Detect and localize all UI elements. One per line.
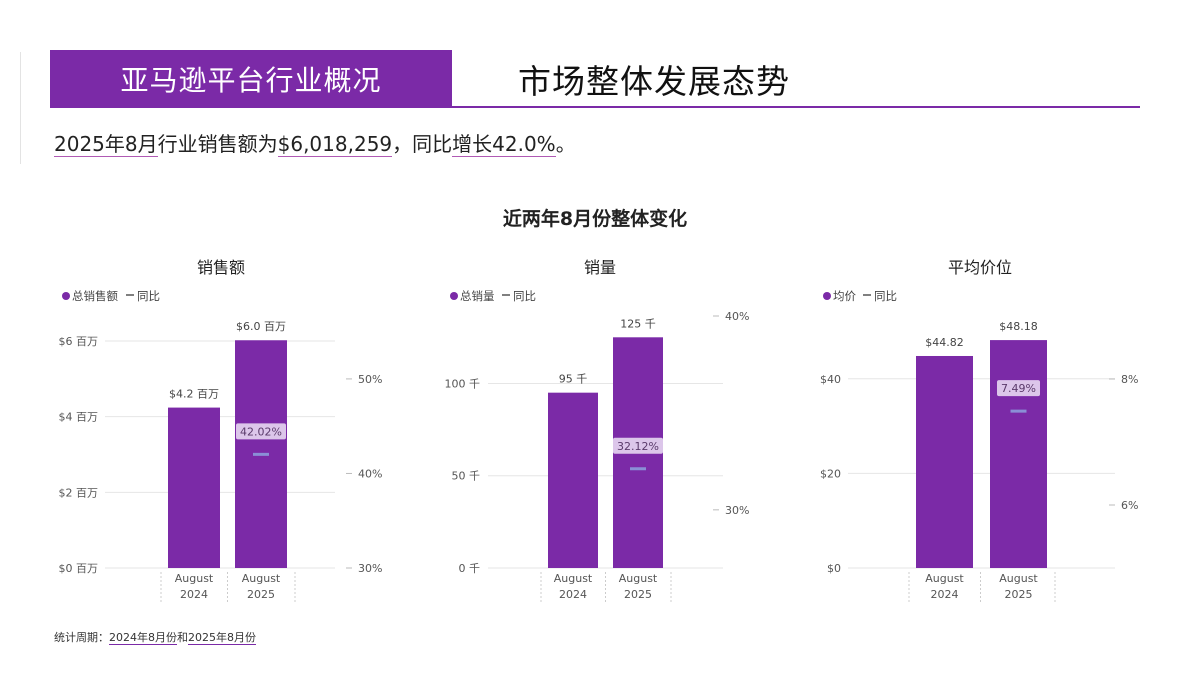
footnote-range-2025: 2025年8月份 bbox=[188, 631, 256, 645]
legend-label: 同比 bbox=[874, 289, 897, 303]
x-tick-label: August bbox=[999, 572, 1038, 585]
bar-value-label: $6.0 百万 bbox=[236, 320, 286, 333]
bar bbox=[990, 340, 1047, 568]
x-tick-label: August bbox=[925, 572, 964, 585]
yoy-label: 7.49% bbox=[1001, 382, 1036, 395]
y2-tick-label: 40% bbox=[725, 310, 749, 323]
y-tick-label: $0 bbox=[827, 562, 841, 575]
y-tick-label: 100 千 bbox=[445, 377, 481, 390]
yoy-label: 32.12% bbox=[617, 440, 659, 453]
y-tick-label: $40 bbox=[820, 373, 841, 386]
section-banner: 亚马逊平台行业概况 bbox=[50, 50, 452, 107]
bar bbox=[548, 392, 598, 568]
y2-tick-label: 8% bbox=[1121, 373, 1138, 386]
left-accent-rule bbox=[20, 52, 21, 164]
y-tick-label: $6 百万 bbox=[59, 335, 99, 348]
x-tick-label: 2025 bbox=[624, 588, 652, 601]
yoy-label-background bbox=[613, 437, 663, 454]
chart-title: 平均价位 bbox=[948, 258, 1012, 277]
charts-section-title: 近两年8月份整体变化 bbox=[502, 208, 688, 230]
bar-value-label: $48.18 bbox=[999, 320, 1038, 333]
footnote-connector: 和 bbox=[177, 631, 188, 644]
x-tick-label: August bbox=[175, 572, 214, 585]
x-tick-label: 2024 bbox=[559, 588, 587, 601]
y-tick-label: $2 百万 bbox=[59, 486, 99, 499]
y2-tick-label: 30% bbox=[725, 504, 749, 517]
y-tick-label: 50 千 bbox=[452, 470, 481, 483]
bar-value-label: 95 千 bbox=[559, 373, 588, 386]
summary-growth-word: 增长 bbox=[452, 132, 493, 157]
x-tick-label: 2025 bbox=[1005, 588, 1033, 601]
x-tick-label: 2025 bbox=[247, 588, 275, 601]
y-tick-label: $4 百万 bbox=[59, 411, 99, 424]
y2-tick-label: 30% bbox=[358, 562, 382, 575]
banner-title: 亚马逊平台行业概况 bbox=[120, 63, 382, 97]
y-tick-label: 0 千 bbox=[459, 562, 481, 575]
bar bbox=[168, 407, 220, 568]
summary-text-part: 。 bbox=[555, 132, 576, 156]
x-tick-label: August bbox=[619, 572, 658, 585]
legend-label: 均价 bbox=[833, 289, 856, 303]
y-tick-label: $20 bbox=[820, 467, 841, 480]
summary-period: 2025年8月 bbox=[54, 132, 158, 157]
bar bbox=[916, 355, 973, 568]
yoy-label-background bbox=[236, 423, 286, 440]
bar-value-label: $44.82 bbox=[925, 336, 964, 349]
x-tick-label: 2024 bbox=[931, 588, 959, 601]
yoy-label-background bbox=[997, 380, 1040, 397]
summary-text-part: 行业销售额为 bbox=[157, 132, 278, 156]
summary-growth-value: 42.0% bbox=[492, 132, 556, 157]
summary-text: 2025年8月行业销售额为$6,018,259，同比增长42.0%。 bbox=[54, 128, 576, 157]
bar-value-label: $4.2 百万 bbox=[169, 388, 219, 401]
legend-marker-bar bbox=[62, 292, 70, 300]
legend-label: 同比 bbox=[513, 289, 536, 303]
legend-marker-bar bbox=[823, 292, 831, 300]
y2-tick-label: 6% bbox=[1121, 499, 1138, 512]
page-title: 市场整体发展态势 bbox=[518, 62, 790, 101]
yoy-label: 42.02% bbox=[240, 425, 282, 438]
y2-tick-label: 40% bbox=[358, 467, 382, 480]
legend-marker-bar bbox=[450, 292, 458, 300]
footnote: 统计周期：2024年8月份和2025年8月份 bbox=[54, 629, 256, 645]
x-tick-label: August bbox=[554, 572, 593, 585]
header-divider bbox=[50, 106, 1140, 108]
y2-tick-label: 50% bbox=[358, 373, 382, 386]
legend-label: 同比 bbox=[137, 289, 160, 303]
x-tick-label: August bbox=[242, 572, 281, 585]
x-tick-label: 2024 bbox=[180, 588, 208, 601]
summary-text-part: ，同比 bbox=[392, 132, 453, 156]
summary-sales-value: $6,018,259 bbox=[277, 132, 393, 157]
legend-label: 总销售额 bbox=[72, 289, 118, 303]
footnote-range-2024: 2024年8月份 bbox=[109, 631, 177, 645]
chart-title: 销量 bbox=[584, 258, 616, 277]
legend-label: 总销量 bbox=[460, 289, 495, 303]
chart-title: 销售额 bbox=[197, 258, 245, 277]
y-tick-label: $0 百万 bbox=[59, 562, 99, 575]
bar-value-label: 125 千 bbox=[620, 317, 656, 330]
footnote-prefix: 统计周期： bbox=[54, 631, 109, 644]
